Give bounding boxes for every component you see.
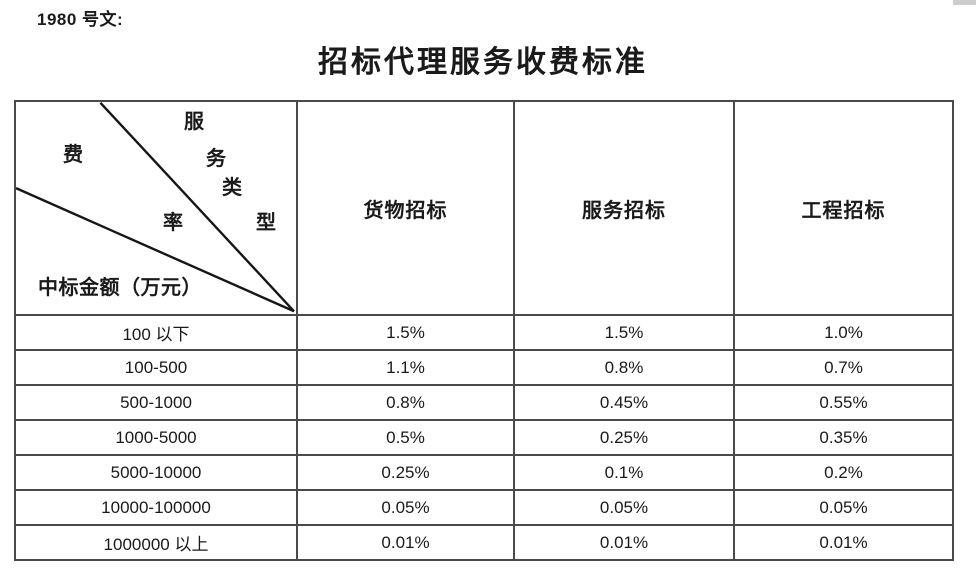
fee-value: 0.5%: [296, 419, 515, 456]
fee-value: 1.1%: [296, 349, 515, 386]
diagonal-header-cell: 服 务 类 型 费 率 中标金额（万元）: [14, 100, 298, 316]
scrollbar-fragment[interactable]: [953, 0, 976, 5]
row-label: 100 以下: [14, 314, 298, 351]
fee-value: 0.7%: [733, 349, 954, 386]
column-header-goods: 货物招标: [296, 100, 515, 316]
fee-value: 0.01%: [513, 524, 735, 561]
diagonal-axis-type-char: 类: [222, 177, 242, 199]
fee-value: 0.35%: [733, 419, 954, 456]
diagonal-axis-type-char: 服: [184, 111, 204, 133]
diagonal-lines: [17, 103, 295, 313]
table-row: 100-500 1.1% 0.8% 0.7%: [14, 349, 954, 386]
table-row: 100 以下 1.5% 1.5% 1.0%: [14, 314, 954, 351]
page-title: 招标代理服务收费标准: [318, 46, 648, 79]
row-label: 500-1000: [14, 384, 298, 421]
row-label: 5000-10000: [14, 454, 298, 491]
row-label: 100-500: [14, 349, 298, 386]
fee-value: 0.05%: [513, 489, 735, 526]
column-header-services: 服务招标: [513, 100, 735, 316]
fee-value: 1.5%: [513, 314, 735, 351]
document-number: 1980 号文:: [37, 10, 124, 29]
table-row: 500-1000 0.8% 0.45% 0.55%: [14, 384, 954, 421]
fee-value: 1.0%: [733, 314, 954, 351]
table-row: 5000-10000 0.25% 0.1% 0.2%: [14, 454, 954, 491]
fee-value: 0.01%: [733, 524, 954, 561]
diagonal-axis-type-char: 务: [206, 148, 226, 170]
fee-value: 0.55%: [733, 384, 954, 421]
diagonal-axis-rate-char: 率: [163, 212, 183, 234]
fee-value: 0.05%: [296, 489, 515, 526]
column-header-engineering: 工程招标: [733, 100, 954, 316]
diagonal-amount-label: 中标金额（万元）: [38, 277, 202, 299]
fee-value: 0.25%: [513, 419, 735, 456]
fee-value: 0.2%: [733, 454, 954, 491]
fee-value: 0.01%: [296, 524, 515, 561]
fee-value: 1.5%: [296, 314, 515, 351]
fee-value: 0.8%: [296, 384, 515, 421]
row-label: 1000-5000: [14, 419, 298, 456]
fee-standard-table: 服 务 类 型 费 率 中标金额（万元） 货物招标 服务招标 工程招标 100 …: [14, 100, 954, 561]
fee-value: 0.8%: [513, 349, 735, 386]
table-header-row: 服 务 类 型 费 率 中标金额（万元） 货物招标 服务招标 工程招标: [14, 100, 954, 316]
fee-value: 0.45%: [513, 384, 735, 421]
row-label: 1000000 以上: [14, 524, 298, 561]
fee-value: 0.05%: [733, 489, 954, 526]
diagonal-axis-type-char: 型: [256, 212, 276, 234]
row-label: 10000-100000: [14, 489, 298, 526]
diagonal-axis-rate-char: 费: [63, 144, 83, 166]
fee-value: 0.1%: [513, 454, 735, 491]
fee-value: 0.25%: [296, 454, 515, 491]
table-row: 1000-5000 0.5% 0.25% 0.35%: [14, 419, 954, 456]
table-row: 1000000 以上 0.01% 0.01% 0.01%: [14, 524, 954, 561]
table-row: 10000-100000 0.05% 0.05% 0.05%: [14, 489, 954, 526]
